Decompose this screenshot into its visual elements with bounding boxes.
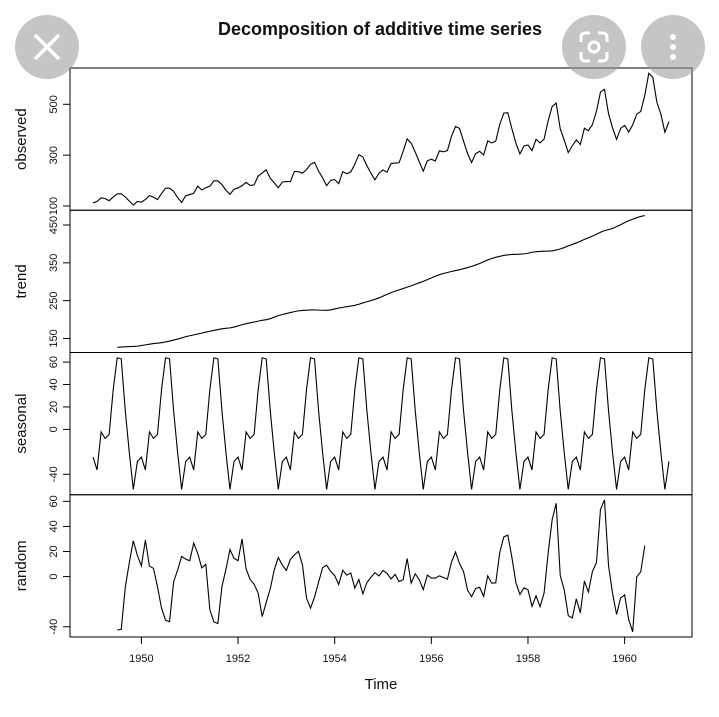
x-tick-label: 1950 — [129, 653, 153, 665]
y-axis-title: seasonal — [13, 394, 30, 454]
y-tick-label: 300 — [48, 146, 60, 164]
panel-frame — [69, 67, 693, 211]
panel-frame — [69, 494, 693, 638]
menu-dot — [670, 54, 676, 60]
y-tick-label: -40 — [48, 466, 60, 482]
image-viewer-controls — [15, 15, 705, 79]
lens-button[interactable] — [562, 15, 626, 79]
series-line — [92, 357, 670, 490]
y-tick-label: 40 — [48, 520, 60, 532]
y-axis-title: observed — [13, 108, 30, 170]
series-line — [117, 499, 646, 632]
series-line — [117, 214, 645, 348]
chart-title: Decomposition of additive time series — [218, 19, 542, 39]
y-tick-label: 150 — [48, 329, 60, 347]
x-tick-label: 1952 — [226, 653, 250, 665]
y-axis-title: trend — [13, 264, 30, 298]
y-axis-title: random — [13, 540, 30, 591]
close-icon — [33, 33, 61, 61]
series-line — [92, 72, 670, 206]
menu-dot — [670, 44, 676, 50]
y-tick-label: 0 — [48, 574, 60, 580]
y-tick-label: 350 — [48, 254, 60, 272]
x-tick-label: 1960 — [612, 653, 636, 665]
x-axis-title: Time — [365, 676, 398, 693]
menu-dot — [670, 34, 676, 40]
y-tick-label: 60 — [48, 495, 60, 507]
x-tick-label: 1958 — [516, 653, 540, 665]
lens-icon — [579, 31, 609, 63]
y-tick-label: 250 — [48, 291, 60, 309]
y-tick-label: 500 — [48, 95, 60, 113]
panel-frame — [69, 209, 693, 353]
y-tick-label: 100 — [48, 197, 60, 215]
y-tick-label: 0 — [48, 426, 60, 432]
y-tick-label: 20 — [48, 545, 60, 557]
x-tick-label: 1954 — [322, 653, 346, 665]
y-tick-label: 20 — [48, 401, 60, 413]
y-tick-label: 40 — [48, 378, 60, 390]
y-tick-label: -40 — [48, 619, 60, 635]
y-tick-label: 60 — [48, 356, 60, 368]
lens-dot — [587, 40, 601, 54]
y-tick-label: 450 — [48, 216, 60, 234]
x-tick-label: 1956 — [419, 653, 443, 665]
